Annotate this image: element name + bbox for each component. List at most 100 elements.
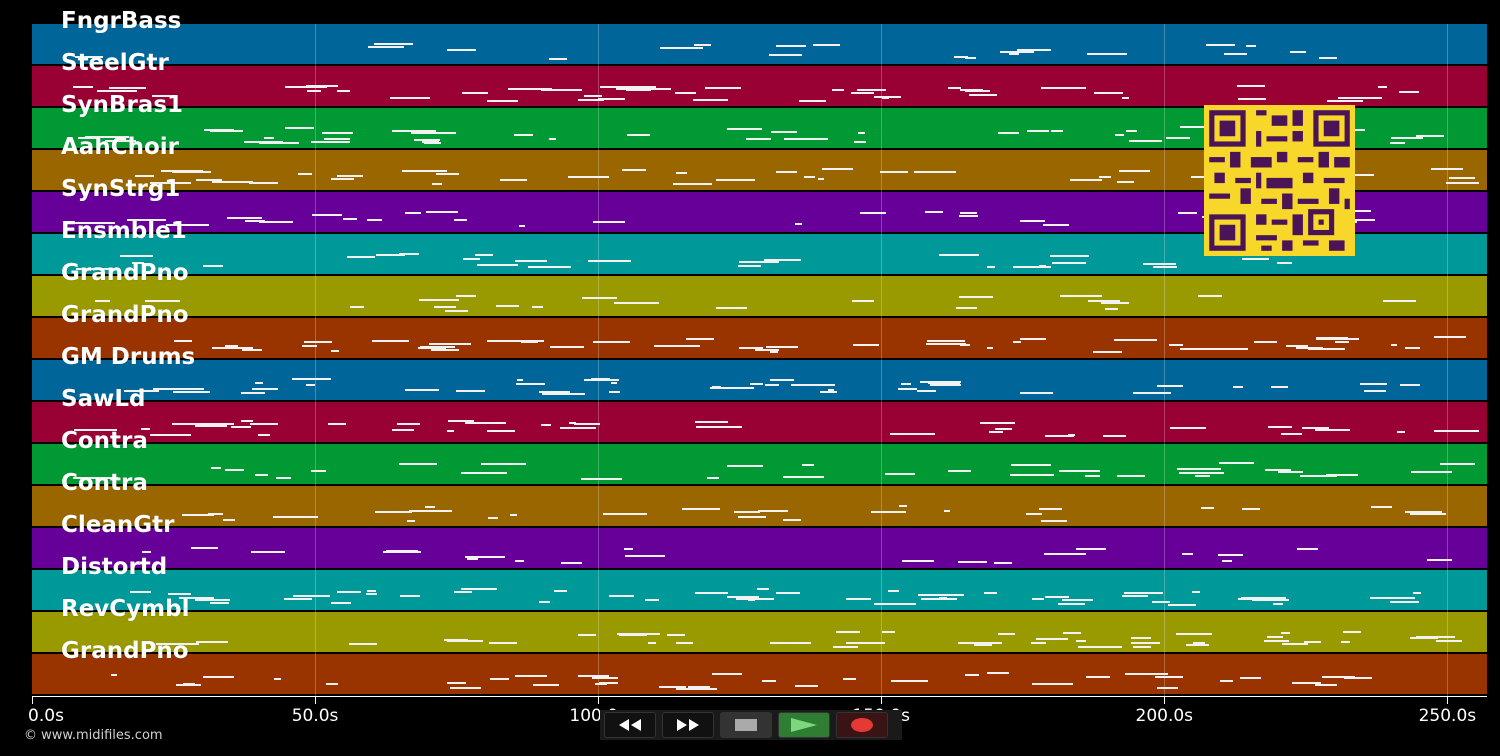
note-bar xyxy=(212,181,254,184)
note-bar xyxy=(1319,57,1337,60)
note-bar xyxy=(1122,97,1129,100)
note-bar xyxy=(513,134,533,136)
note-bar xyxy=(1099,176,1111,179)
track-row[interactable] xyxy=(32,486,1487,528)
note-bar xyxy=(1114,339,1157,342)
track-row[interactable] xyxy=(32,654,1487,696)
note-bar xyxy=(367,590,376,593)
track-row[interactable] xyxy=(32,402,1487,444)
note-bar xyxy=(958,215,979,218)
note-bar xyxy=(843,677,856,680)
note-bar xyxy=(987,672,1009,675)
note-bar xyxy=(533,683,560,686)
time-tick xyxy=(598,696,600,704)
fast-forward-button[interactable] xyxy=(662,712,714,738)
note-bar xyxy=(205,422,235,425)
note-bar xyxy=(583,378,619,381)
note-bar xyxy=(1281,631,1290,634)
note-bar xyxy=(694,591,728,594)
note-bar xyxy=(1436,639,1462,642)
note-bar xyxy=(1125,672,1168,675)
note-bar xyxy=(713,386,749,389)
note-bar xyxy=(1062,632,1082,635)
play-icon xyxy=(791,718,817,732)
note-bar xyxy=(581,477,622,480)
note-bar xyxy=(1411,471,1452,474)
note-bar xyxy=(1061,599,1094,602)
note-bar xyxy=(1114,134,1125,137)
track-row[interactable] xyxy=(32,318,1487,360)
note-bar xyxy=(414,139,440,142)
note-bar xyxy=(965,674,980,677)
note-bar xyxy=(687,685,711,688)
note-bar xyxy=(1176,632,1213,635)
play-button[interactable] xyxy=(778,712,830,738)
note-bar xyxy=(1377,85,1388,88)
note-bar xyxy=(1083,470,1100,473)
track-row[interactable] xyxy=(32,24,1487,66)
note-bar xyxy=(666,634,685,637)
track-row[interactable] xyxy=(32,276,1487,318)
track-row[interactable] xyxy=(32,570,1487,612)
note-bar xyxy=(155,643,199,646)
note-bar xyxy=(375,254,405,257)
track-row[interactable] xyxy=(32,612,1487,654)
note-bar xyxy=(1412,591,1421,594)
note-bar xyxy=(1282,642,1309,645)
note-bar xyxy=(775,592,800,595)
note-bar xyxy=(539,601,551,604)
note-bar xyxy=(305,384,316,387)
note-bar xyxy=(647,642,657,645)
note-bar xyxy=(615,87,660,90)
note-bar xyxy=(959,344,970,347)
note-bar xyxy=(1439,463,1476,466)
note-bar xyxy=(1342,631,1362,634)
grid-line xyxy=(315,24,317,696)
stop-button[interactable] xyxy=(720,712,772,738)
track-row[interactable] xyxy=(32,66,1487,108)
note-bar xyxy=(998,132,1019,135)
note-bar xyxy=(920,598,957,601)
note-bar xyxy=(399,594,421,597)
note-bar xyxy=(464,556,505,559)
rewind-button[interactable] xyxy=(604,712,656,738)
note-bar xyxy=(119,254,153,257)
note-bar xyxy=(202,676,235,679)
note-bar xyxy=(516,378,524,381)
note-bar xyxy=(179,597,214,600)
note-bar xyxy=(1218,554,1243,557)
note-bar xyxy=(541,88,582,91)
note-bar xyxy=(676,687,718,690)
note-bar xyxy=(1157,687,1178,690)
note-bar xyxy=(974,643,992,646)
note-bar xyxy=(1101,302,1130,305)
note-bar xyxy=(95,299,111,302)
track-row[interactable] xyxy=(32,528,1487,570)
note-bar xyxy=(959,296,993,299)
note-bar xyxy=(428,343,471,346)
note-bar xyxy=(321,131,354,134)
note-bar xyxy=(463,257,481,260)
note-bar xyxy=(399,253,420,256)
track-row[interactable] xyxy=(32,444,1487,486)
record-button[interactable] xyxy=(836,712,888,738)
note-bar xyxy=(1398,90,1420,93)
note-bar xyxy=(515,675,548,678)
note-bar xyxy=(176,387,204,390)
note-bar xyxy=(852,300,875,303)
note-bar xyxy=(446,681,466,684)
note-bar xyxy=(1390,600,1419,603)
track-row[interactable] xyxy=(32,360,1487,402)
note-bar xyxy=(306,90,322,93)
note-bar xyxy=(1181,553,1193,556)
note-bar xyxy=(424,141,441,144)
note-bar xyxy=(1302,426,1330,429)
note-bar xyxy=(306,85,338,88)
note-bar xyxy=(1195,475,1211,478)
note-bar xyxy=(618,633,648,636)
note-bar xyxy=(1241,508,1261,511)
note-bar xyxy=(1192,590,1200,593)
note-bar xyxy=(383,551,421,554)
note-bar xyxy=(275,476,292,479)
time-tick xyxy=(1447,696,1449,704)
